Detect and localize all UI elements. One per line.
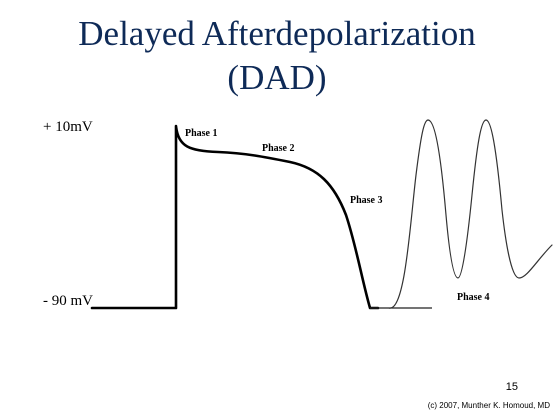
phase-1-label: Phase 1 [185, 128, 218, 139]
action-potential-curve [90, 124, 380, 310]
afterdepolarization-oscillation [388, 119, 553, 309]
phase-2-label: Phase 2 [262, 143, 295, 154]
phase-4-label: Phase 4 [457, 292, 490, 303]
slide-title-line-2: (DAD) [227, 58, 327, 97]
voltage-label-top: + 10mV [43, 119, 93, 135]
phase-3-label: Phase 3 [350, 195, 383, 206]
slide-number: 15 [505, 381, 518, 393]
voltage-label-bottom: - 90 mV [43, 293, 93, 309]
slide-title-line-1: Delayed Afterdepolarization [78, 14, 476, 53]
copyright-notice: (c) 2007, Munther K. Homoud, MD [427, 401, 550, 410]
